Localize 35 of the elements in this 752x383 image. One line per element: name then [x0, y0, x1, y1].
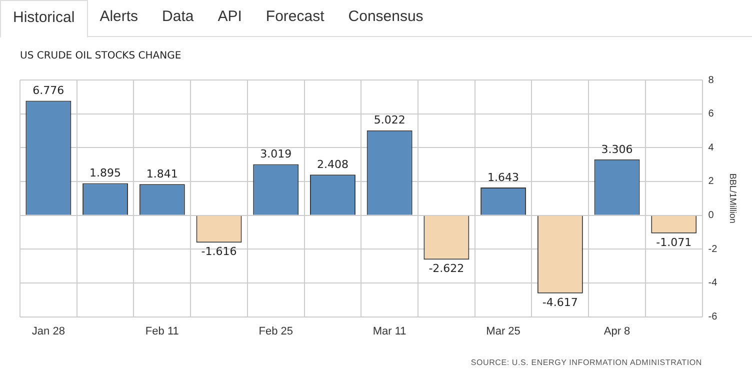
text: Alerts: [98, 7, 140, 27]
x-tick-label: Apr 8: [604, 325, 630, 338]
data-label: 3.019: [260, 148, 292, 161]
x-tick-label: Feb 25: [258, 325, 293, 338]
x-tick-label: Mar 25: [486, 325, 520, 338]
data-label: 3.306: [601, 142, 633, 156]
data-label: 5.022: [374, 114, 406, 127]
data-label: -1.071: [656, 236, 692, 249]
data-label: -1.616: [201, 245, 237, 258]
data-label: 1.895: [90, 166, 122, 180]
y-tick-label: 6: [708, 108, 714, 120]
y-tick-label: 4: [708, 142, 714, 154]
text: API: [216, 7, 243, 27]
y-tick-label: 8: [708, 74, 714, 86]
chart-title: US CRUDE OIL STOCKS CHANGE: [20, 50, 182, 62]
text: Forecast: [264, 7, 326, 27]
data-label: 1.841: [146, 168, 178, 181]
x-tick-label: Jan 28: [32, 325, 65, 338]
data-label: -4.617: [542, 296, 578, 309]
x-tick-label: Mar 11: [372, 325, 406, 338]
y-axis-title: BBL/1Million: [728, 173, 738, 224]
data-label: -2.622: [428, 262, 464, 276]
y-tick-label: -6: [708, 312, 718, 323]
data-label: 6.776: [32, 84, 64, 98]
y-tick-label: 0: [708, 210, 714, 222]
y-tick-label: -2: [708, 244, 718, 255]
source-note: SOURCE: U.S. ENERGY INFORMATION ADMINISTRATION: [470, 358, 702, 367]
text: Data: [161, 7, 195, 27]
data-label: 1.643: [488, 170, 520, 184]
x-tick-label: Feb 11: [145, 325, 179, 338]
data-label: 2.408: [316, 158, 348, 171]
y-tick-label: -4: [708, 278, 718, 289]
text: Consensus: [347, 7, 424, 27]
text: Historical: [0, 0, 88, 38]
y-tick-label: 2: [708, 176, 714, 188]
